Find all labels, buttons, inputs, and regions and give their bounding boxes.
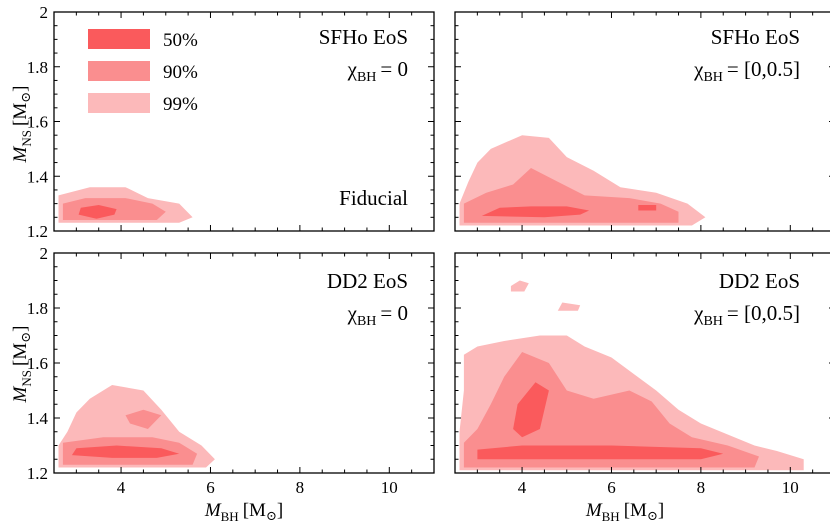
- legend-swatch-99: [88, 93, 150, 113]
- legend: 50% 90% 99%: [88, 29, 198, 115]
- x-tick-label: 8: [697, 478, 706, 497]
- x-tick-label: 4: [518, 478, 527, 497]
- chi-subscript: BH: [703, 314, 722, 329]
- y-tick-label: 2: [40, 3, 49, 22]
- eos-label: SFHo EoS: [319, 25, 408, 49]
- fiducial-label: Fiducial: [339, 186, 408, 210]
- x-label-sub: BH: [602, 509, 620, 524]
- y-axis-label-top: MNS [M⊙]: [10, 86, 34, 164]
- y-tick-label: 2: [40, 244, 49, 263]
- y-label-sub: NS: [19, 370, 34, 387]
- tick-group: 4 6 8 10: [454, 252, 830, 497]
- y-label-sun: ⊙: [18, 332, 33, 343]
- legend-swatch-90: [88, 61, 150, 81]
- y-label-main: M: [10, 145, 31, 163]
- chi-value: = [0,0.5]: [727, 57, 800, 81]
- eos-label: DD2 EoS: [719, 269, 800, 293]
- chi-subscript: BH: [703, 70, 722, 85]
- contour-50-region-0: [477, 445, 724, 460]
- x-tick-label: 6: [206, 478, 215, 497]
- legend-label-50: 50%: [163, 30, 198, 51]
- spin-label: χBH = [0,0.5]: [693, 301, 800, 329]
- x-label-unit: [M: [624, 500, 647, 521]
- x-label-bracket: ]: [658, 500, 664, 521]
- y-tick-label: 1.8: [27, 58, 48, 77]
- chi-value: = [0,0.5]: [727, 301, 800, 325]
- x-tick-label: 8: [296, 478, 305, 497]
- x-axis-label-right: MBH [M⊙]: [585, 500, 664, 524]
- x-tick-label: 10: [381, 478, 398, 497]
- x-tick-label: 6: [607, 478, 616, 497]
- y-tick-label: 1.8: [27, 299, 48, 318]
- y-tick-label: 1.2: [27, 222, 48, 241]
- contour-99-region-2: [557, 302, 581, 311]
- x-label-main: M: [585, 500, 603, 521]
- chi-symbol: χ: [693, 57, 704, 81]
- y-label-sub: NS: [19, 130, 34, 147]
- y-tick-label: 1.4: [27, 409, 49, 428]
- x-label-main: M: [204, 500, 222, 521]
- chi-subscript: BH: [357, 314, 376, 329]
- panel-top-right: SFHo EoS χBH = [0,0.5]: [454, 11, 830, 232]
- eos-label: DD2 EoS: [327, 269, 408, 293]
- chi-symbol: χ: [347, 301, 358, 325]
- contour-50-region-1: [638, 205, 657, 211]
- chi-value: = 0: [380, 57, 408, 81]
- contour-50-region-0: [481, 206, 590, 218]
- contour-90-region-1: [125, 409, 162, 429]
- panel-top-left: 1.2 1.4 1.6 1.8 2 SFHo EoS χBH = 0 Fiducial: [27, 3, 435, 241]
- y-tick-label: 1.2: [27, 464, 48, 483]
- panel-bottom-right: 4 6 8 10 DD2 EoS χBH = [0,0.5]: [454, 252, 830, 497]
- x-label-bracket: ]: [277, 500, 283, 521]
- contour-group: [459, 280, 804, 471]
- spin-label: χBH = [0,0.5]: [693, 57, 800, 85]
- chi-symbol: χ: [347, 57, 358, 81]
- tick-group: 1.2 1.4 1.6 1.8 2: [27, 3, 435, 241]
- panel-bottom-left: 4 6 8 10 1.2 1.4 1.6 1.8 2 DD2 EoS χBH = 0: [27, 244, 435, 497]
- legend-label-99: 99%: [163, 94, 198, 115]
- chi-symbol: χ: [693, 301, 704, 325]
- contour-50-region-1: [513, 382, 549, 438]
- contour-group: [58, 385, 215, 468]
- legend-swatch-50: [88, 29, 150, 49]
- eos-label: SFHo EoS: [711, 25, 800, 49]
- tick-group: 4 6 8 10 1.2 1.4 1.6 1.8 2: [27, 244, 435, 497]
- contour-90-region-0: [463, 352, 759, 468]
- contour-50-region-0: [71, 445, 180, 458]
- y-label-bracket: ]: [10, 326, 31, 332]
- y-label-unit: [M: [10, 343, 31, 366]
- x-label-unit: [M: [243, 500, 266, 521]
- y-tick-label: 1.6: [27, 113, 48, 132]
- y-tick-label: 1.6: [27, 354, 48, 373]
- x-label-sun: ⊙: [647, 508, 658, 523]
- x-label-sun: ⊙: [266, 508, 277, 523]
- y-label-sun: ⊙: [18, 92, 33, 103]
- y-label-unit: [M: [10, 103, 31, 126]
- y-label-main: M: [10, 385, 31, 403]
- x-label-sub: BH: [221, 509, 239, 524]
- contour-group: [58, 187, 193, 223]
- spin-label: χBH = 0: [347, 57, 408, 85]
- legend-label-90: 90%: [163, 62, 198, 83]
- y-label-bracket: ]: [10, 86, 31, 92]
- contour-50-region-0: [78, 205, 117, 219]
- contour-group: [459, 135, 706, 226]
- x-tick-label: 10: [782, 478, 799, 497]
- y-axis-label-bottom: MNS [M⊙]: [10, 326, 34, 404]
- chi-subscript: BH: [357, 70, 376, 85]
- x-axis-label-left: MBH [M⊙]: [204, 500, 283, 524]
- tick-group: [454, 11, 830, 232]
- x-tick-label: 4: [117, 478, 126, 497]
- spin-label: χBH = 0: [347, 301, 408, 329]
- y-tick-label: 1.4: [27, 167, 49, 186]
- chi-value: = 0: [380, 301, 408, 325]
- contour-99-region-1: [510, 280, 529, 292]
